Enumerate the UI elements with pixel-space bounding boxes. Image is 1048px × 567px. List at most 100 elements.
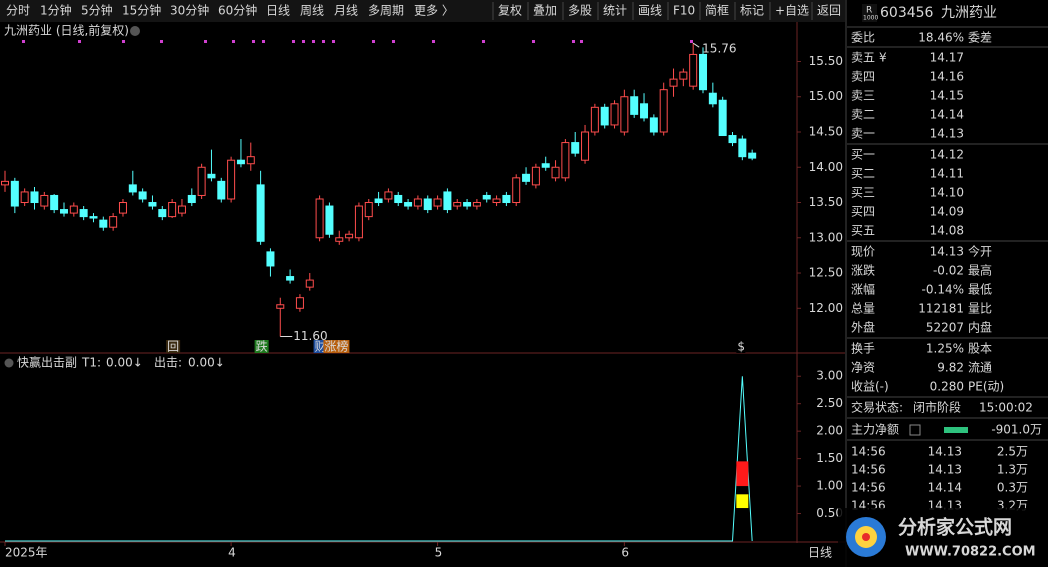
- event-marker: 涨榜: [324, 339, 348, 354]
- quote-label: 买一: [851, 148, 875, 162]
- candle-body: [630, 96, 639, 115]
- indicator-toggle: [4, 358, 14, 368]
- candle-body: [256, 184, 265, 242]
- candle-body: [384, 191, 393, 200]
- candle-body: [600, 106, 609, 126]
- toolbar-button[interactable]: 15分钟: [122, 3, 161, 18]
- stock-name: 九洲药业: [941, 5, 997, 21]
- toolbar-bg: [0, 0, 845, 22]
- toolbar-button[interactable]: 30分钟: [170, 3, 209, 18]
- toolbar-button[interactable]: 月线: [334, 4, 358, 18]
- toolbar-button[interactable]: 5分钟: [81, 3, 113, 18]
- quote-right-label: 今开: [968, 244, 992, 259]
- toolbar-button[interactable]: 周线: [300, 4, 324, 18]
- signal-dots: [22, 40, 693, 43]
- title-dropdown: [130, 26, 140, 36]
- x-tick-label: 6: [621, 546, 629, 560]
- candle-body: [30, 191, 39, 204]
- candle-body: [246, 156, 255, 165]
- toolbar-button[interactable]: 多周期: [368, 4, 404, 18]
- toolbar-button[interactable]: 画线: [638, 4, 662, 18]
- toolbar-button[interactable]: +自选: [775, 4, 809, 18]
- quote-right-label: 最高: [968, 263, 992, 278]
- y-tick-label: 13.00: [809, 230, 843, 244]
- candle-body: [158, 209, 167, 218]
- candle-body: [492, 198, 501, 204]
- candle-body: [590, 106, 599, 133]
- toolbar-button[interactable]: 分时: [6, 4, 30, 18]
- y-tick-label: 0.50: [816, 506, 843, 520]
- candle-body: [187, 194, 196, 204]
- candle-body: [118, 202, 127, 214]
- tick-time: 14:56: [851, 463, 886, 477]
- quote-label: 收益(-): [851, 380, 889, 394]
- toolbar-button[interactable]: F10: [673, 4, 695, 18]
- signal-bar: [736, 461, 749, 487]
- toolbar-button[interactable]: 日线: [266, 4, 290, 18]
- candle-body: [79, 209, 88, 218]
- candle-body: [1, 180, 9, 186]
- candle-body: [89, 216, 98, 219]
- candle-body: [423, 198, 432, 211]
- candle-body: [413, 198, 422, 207]
- toolbar-button[interactable]: 复权: [498, 4, 522, 18]
- toolbar-button[interactable]: 返回: [817, 4, 841, 18]
- quote-value: 0.280: [930, 380, 964, 394]
- quote-label: 卖三: [851, 89, 875, 103]
- quote-label: 换手: [851, 342, 875, 356]
- candle-body: [620, 96, 629, 133]
- stock-code: 603456: [880, 5, 934, 21]
- candle-body: [305, 279, 314, 288]
- main-net-icon: [909, 424, 921, 436]
- candle-body: [472, 202, 481, 207]
- candle-body: [551, 166, 560, 179]
- candle-body: [404, 202, 413, 207]
- toolbar-button[interactable]: 更多 〉: [414, 4, 454, 18]
- x-tick-label: 5: [435, 546, 443, 560]
- quote-value: 14.13: [930, 127, 964, 141]
- quote-value: 14.11: [930, 167, 964, 181]
- y-tick-label: 2.50: [816, 396, 843, 410]
- toolbar-button[interactable]: 简框: [705, 4, 729, 18]
- candle-body: [354, 205, 363, 239]
- quote-value: 52207: [926, 321, 964, 335]
- candle-body: [128, 184, 137, 193]
- quote-right-label: PE(动): [968, 380, 1004, 394]
- candle-body: [453, 202, 462, 207]
- toolbar-button[interactable]: 1分钟: [40, 3, 72, 18]
- quote-label: 卖一: [851, 127, 875, 141]
- watermark-title: 分析家公式网: [898, 516, 1012, 539]
- quote-value: 14.16: [930, 70, 964, 84]
- event-marker: $: [737, 340, 745, 354]
- quote-label: 买二: [851, 167, 875, 181]
- candle-body: [345, 233, 354, 239]
- toolbar-button[interactable]: 标记: [740, 4, 764, 18]
- candle-body: [522, 173, 531, 182]
- event-marker: 跌: [256, 339, 268, 354]
- toolbar-button[interactable]: 叠加: [533, 4, 557, 18]
- tick-volume: 2.5万: [997, 445, 1028, 459]
- candle-body: [138, 191, 147, 200]
- quote-right-label: 委差: [968, 31, 992, 45]
- event-marker-bg: [166, 340, 181, 353]
- toolbar-button[interactable]: 多股: [568, 4, 592, 18]
- toolbar-button[interactable]: 统计: [603, 4, 627, 18]
- tick-price: 14.14: [928, 481, 962, 495]
- main-net-value: -901.0万: [991, 423, 1042, 437]
- high-pointer: [692, 42, 700, 48]
- candle-body: [394, 194, 403, 204]
- candle-body: [227, 159, 236, 200]
- candle-body: [177, 205, 186, 214]
- status-label: 交易状态:: [851, 400, 903, 415]
- x-tick-label: 2025年: [5, 546, 48, 560]
- y-tick-label: 3.00: [816, 369, 843, 383]
- candle-body: [335, 237, 344, 242]
- status-time: 15:00:02: [979, 401, 1033, 415]
- quote-label: 总量: [851, 302, 875, 316]
- watermark-url: WWW.70822.COM: [905, 545, 1036, 560]
- toolbar-button[interactable]: 60分钟: [218, 3, 257, 18]
- event-marker-bg: [323, 340, 350, 353]
- quote-label: 买五: [851, 224, 875, 238]
- candle-body: [168, 202, 177, 218]
